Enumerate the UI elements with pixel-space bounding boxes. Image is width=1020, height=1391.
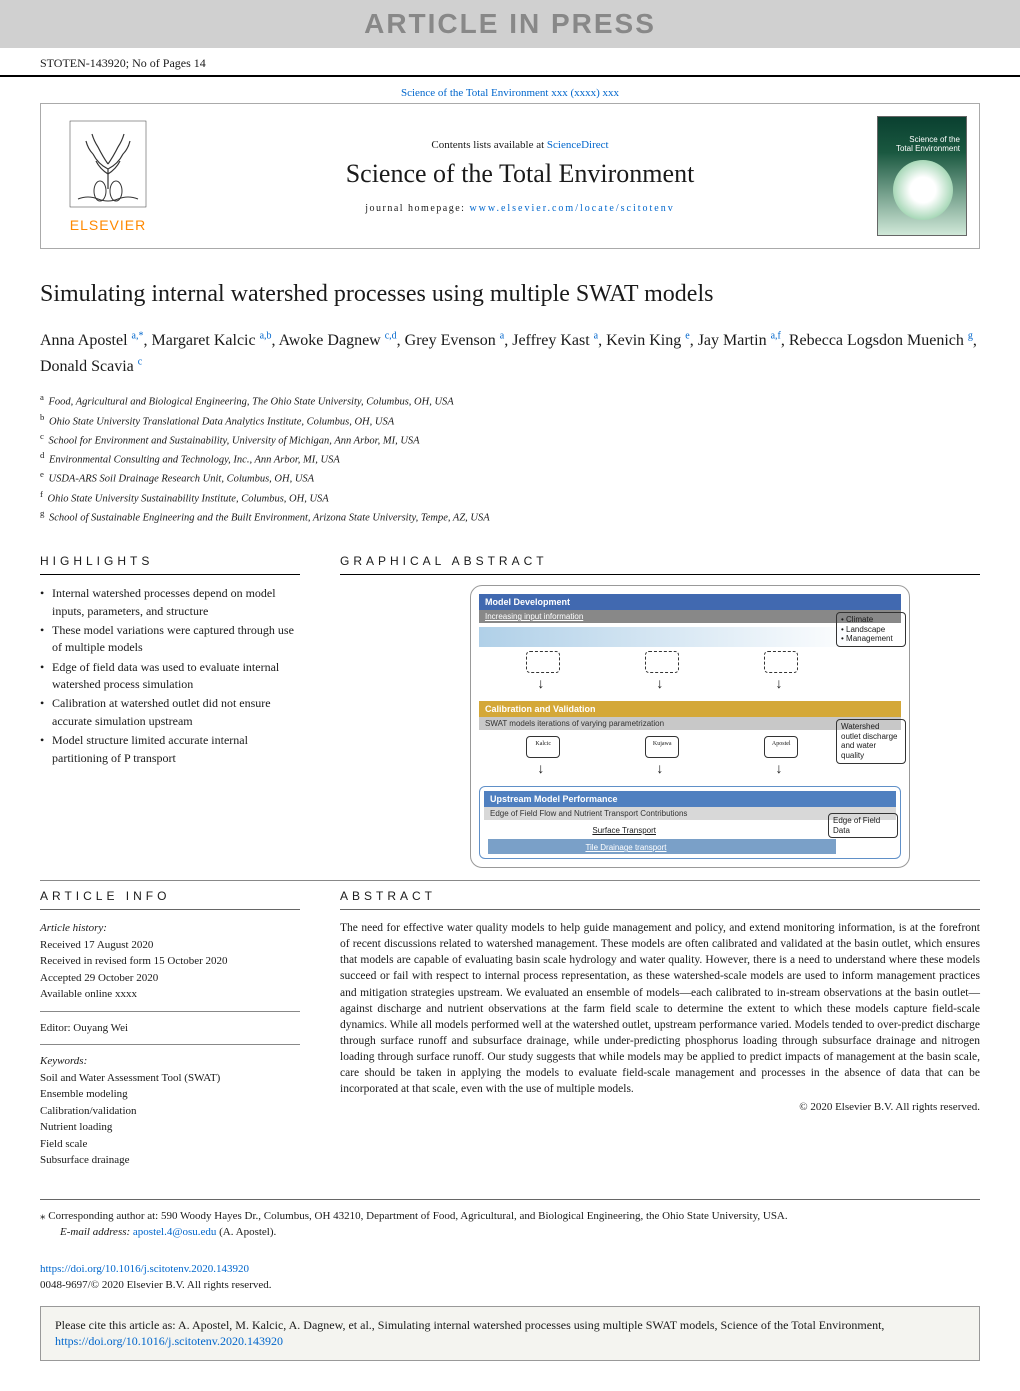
journal-center: Contents lists available at ScienceDirec…	[163, 139, 877, 214]
journal-name: Science of the Total Environment	[163, 159, 877, 189]
abstract-heading: ABSTRACT	[340, 889, 980, 910]
homepage-link[interactable]: www.elsevier.com/locate/scitotenv	[469, 203, 674, 214]
article-info: Article history: Received 17 August 2020…	[40, 920, 300, 1169]
history-item: Received in revised form 15 October 2020	[40, 953, 300, 970]
keyword: Soil and Water Assessment Tool (SWAT)	[40, 1070, 300, 1087]
keywords-label: Keywords:	[40, 1053, 300, 1070]
history-item: Available online xxxx	[40, 986, 300, 1003]
email-link[interactable]: apostel.4@osu.edu	[133, 1226, 216, 1238]
doi-link[interactable]: https://doi.org/10.1016/j.scitotenv.2020…	[40, 1263, 249, 1275]
highlight-item: Internal watershed processes depend on m…	[40, 585, 300, 620]
author: , Awoke Dagnew c,d	[272, 332, 397, 349]
author: , Margaret Kalcic a,b	[144, 332, 272, 349]
contents-prefix: Contents lists available at	[431, 139, 546, 151]
history-label: Article history:	[40, 920, 300, 937]
highlight-item: Edge of field data was used to evaluate …	[40, 659, 300, 694]
contents-line: Contents lists available at ScienceDirec…	[163, 139, 877, 151]
author: Anna Apostel a,*	[40, 332, 144, 349]
graphical-abstract-figure: Model Development Increasing input infor…	[470, 585, 910, 868]
ga-perf-header: Upstream Model Performance	[484, 791, 896, 807]
highlight-item: Calibration at watershed outlet did not …	[40, 695, 300, 730]
manuscript-code: STOTEN-143920; No of Pages 14	[40, 56, 206, 70]
affiliation: b Ohio State University Translational Da…	[40, 411, 980, 430]
history-item: Received 17 August 2020	[40, 937, 300, 954]
affiliation: c School for Environment and Sustainabil…	[40, 430, 980, 449]
affiliation: d Environmental Consulting and Technolog…	[40, 449, 980, 468]
journal-cover: Science of the Total Environment	[877, 116, 967, 236]
highlight-item: These model variations were captured thr…	[40, 622, 300, 657]
keyword: Nutrient loading	[40, 1119, 300, 1136]
corresponding-text: ⁎ Corresponding author at: 590 Woody Hay…	[40, 1208, 980, 1225]
authors-list: Anna Apostel a,*, Margaret Kalcic a,b, A…	[40, 328, 980, 379]
elsevier-logo: ELSEVIER	[53, 119, 163, 233]
journal-header-box: ELSEVIER Contents lists available at Sci…	[40, 103, 980, 249]
email-suffix: (A. Apostel).	[216, 1226, 276, 1238]
cite-box: Please cite this article as: A. Apostel,…	[40, 1306, 980, 1362]
highlights-heading: HIGHLIGHTS	[40, 554, 300, 575]
main-content: Simulating internal watershed processes …	[0, 249, 1020, 1169]
keyword: Ensemble modeling	[40, 1086, 300, 1103]
cite-link[interactable]: https://doi.org/10.1016/j.scitotenv.2020…	[55, 1334, 283, 1348]
doi-section: https://doi.org/10.1016/j.scitotenv.2020…	[40, 1261, 980, 1294]
affiliation: g School of Sustainable Engineering and …	[40, 507, 980, 526]
affiliation: f Ohio State University Sustainability I…	[40, 488, 980, 507]
keyword: Calibration/validation	[40, 1103, 300, 1120]
homepage-line: journal homepage: www.elsevier.com/locat…	[163, 203, 877, 214]
affiliation: e USDA-ARS Soil Drainage Research Unit, …	[40, 468, 980, 487]
graphical-abstract-heading: GRAPHICAL ABSTRACT	[340, 554, 980, 575]
homepage-prefix: journal homepage:	[365, 203, 469, 214]
banner-text: ARTICLE IN PRESS	[364, 8, 656, 39]
corresponding-author: ⁎ Corresponding author at: 590 Woody Hay…	[40, 1199, 980, 1241]
abstract-copyright: © 2020 Elsevier B.V. All rights reserved…	[340, 1101, 980, 1113]
author: , Kevin King e	[598, 332, 690, 349]
abstract-text: The need for effective water quality mod…	[340, 920, 980, 1097]
affiliation: a Food, Agricultural and Biological Engi…	[40, 391, 980, 410]
keyword: Subsurface drainage	[40, 1152, 300, 1169]
author: , Jay Martin a,f	[690, 332, 781, 349]
editor: Editor: Ouyang Wei	[40, 1020, 300, 1037]
article-title: Simulating internal watershed processes …	[40, 279, 980, 310]
sciencedirect-link[interactable]: ScienceDirect	[547, 139, 609, 151]
cover-line1: Science of the	[896, 135, 960, 144]
author: , Jeffrey Kast a	[504, 332, 598, 349]
article-info-heading: ARTICLE INFO	[40, 889, 300, 910]
keyword: Field scale	[40, 1136, 300, 1153]
header-code: STOTEN-143920; No of Pages 14	[0, 48, 1020, 77]
highlight-item: Model structure limited accurate interna…	[40, 732, 300, 767]
author: , Grey Evenson a	[397, 332, 505, 349]
issn-line: 0048-9697/© 2020 Elsevier B.V. All right…	[40, 1279, 272, 1291]
cover-line2: Total Environment	[896, 144, 960, 153]
highlights-list: Internal watershed processes depend on m…	[40, 585, 300, 767]
cite-text: Please cite this article as: A. Apostel,…	[55, 1318, 884, 1332]
email-label: E-mail address:	[60, 1226, 133, 1238]
elsevier-label: ELSEVIER	[53, 217, 163, 233]
ga-cal-header: Calibration and Validation	[479, 701, 901, 717]
elsevier-tree-icon	[68, 119, 148, 209]
author: , Rebecca Logsdon Muenich g	[781, 332, 973, 349]
citation-link[interactable]: Science of the Total Environment xxx (xx…	[401, 87, 619, 99]
article-in-press-banner: ARTICLE IN PRESS	[0, 0, 1020, 48]
affiliations: a Food, Agricultural and Biological Engi…	[40, 391, 980, 526]
ga-dev-header: Model Development	[479, 594, 901, 610]
citation-line: Science of the Total Environment xxx (xx…	[0, 77, 1020, 103]
history-item: Accepted 29 October 2020	[40, 970, 300, 987]
